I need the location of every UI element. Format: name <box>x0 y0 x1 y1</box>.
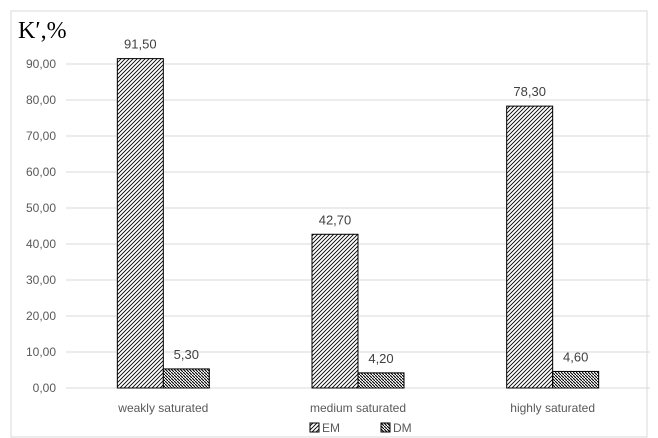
y-tick-label: 10,00 <box>26 345 56 359</box>
data-label-em-1: 42,70 <box>319 212 352 227</box>
bar-dm-1 <box>357 372 405 389</box>
legend-swatch-dm <box>380 422 391 433</box>
bar-dm-0 <box>162 368 210 389</box>
data-label-em-0: 91,50 <box>124 37 157 52</box>
bars <box>116 58 600 389</box>
y-tick-label: 40,00 <box>26 237 56 251</box>
legend-label-dm: DM <box>393 421 412 435</box>
y-axis-title: K′,% <box>18 18 67 44</box>
data-label-dm-1: 4,20 <box>368 351 393 366</box>
x-category-labels: weakly saturated medium saturated highly s… <box>117 401 595 415</box>
data-label-dm-0: 5,30 <box>174 347 199 362</box>
x-category-label: medium saturated <box>310 401 406 415</box>
y-tick-label: 50,00 <box>26 201 56 215</box>
y-tick-label: 20,00 <box>26 309 56 323</box>
y-tick-label: 0,00 <box>33 381 57 395</box>
y-tick-label: 80,00 <box>26 93 56 107</box>
bar-em-1 <box>311 233 359 389</box>
legend: EM DM <box>309 421 412 435</box>
data-labels: 91,50 5,30 42,70 4,20 78,30 4,60 <box>124 37 588 366</box>
x-category-label: weakly saturated <box>117 401 208 415</box>
legend-label-em: EM <box>322 421 340 435</box>
data-label-em-2: 78,30 <box>513 84 546 99</box>
y-tick-labels: 0,00 10,00 20,00 30,00 40,00 50,00 60,00 70,00 8… <box>26 57 56 395</box>
y-tick-label: 60,00 <box>26 165 56 179</box>
data-label-dm-2: 4,60 <box>563 349 588 364</box>
legend-swatch-em <box>309 422 320 433</box>
y-tick-label: 90,00 <box>26 57 56 71</box>
bar-em-0 <box>116 58 164 389</box>
y-tick-label: 70,00 <box>26 129 56 143</box>
x-category-label: highly saturated <box>510 401 595 415</box>
bar-em-2 <box>506 105 554 389</box>
y-tick-label: 30,00 <box>26 273 56 287</box>
chart-border <box>10 10 648 438</box>
bar-dm-2 <box>552 370 600 389</box>
